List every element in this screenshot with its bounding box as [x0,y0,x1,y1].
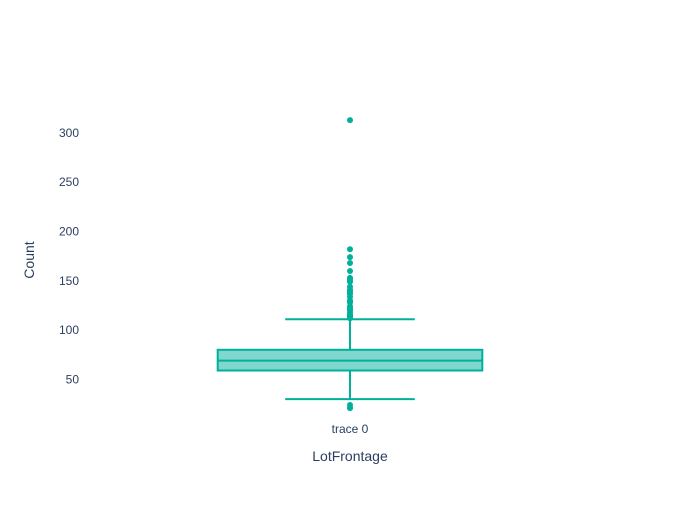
outlier-point [347,267,353,274]
y-tick-label: 250 [59,175,79,189]
x-axis-title: LotFrontage [312,448,388,464]
y-axis-ticks: 50 100 150 200 250 300 [59,126,79,386]
x-tick-label: trace 0 [332,422,369,436]
plot-area [216,117,484,411]
x-axis-ticks: trace 0 [332,422,369,436]
outlier-point [347,246,353,253]
y-tick-label: 200 [59,225,79,239]
outlier-point [347,402,353,409]
y-tick-label: 100 [59,323,79,337]
outlier-point [347,283,353,290]
y-tick-label: 150 [59,274,79,288]
outlier-point [347,254,353,261]
y-axis-title: Count [21,241,37,278]
y-tick-label: 50 [66,372,80,386]
outlier-point [347,260,353,267]
outlier-point [347,274,353,281]
outlier-point [347,117,353,124]
y-tick-label: 300 [59,126,79,140]
